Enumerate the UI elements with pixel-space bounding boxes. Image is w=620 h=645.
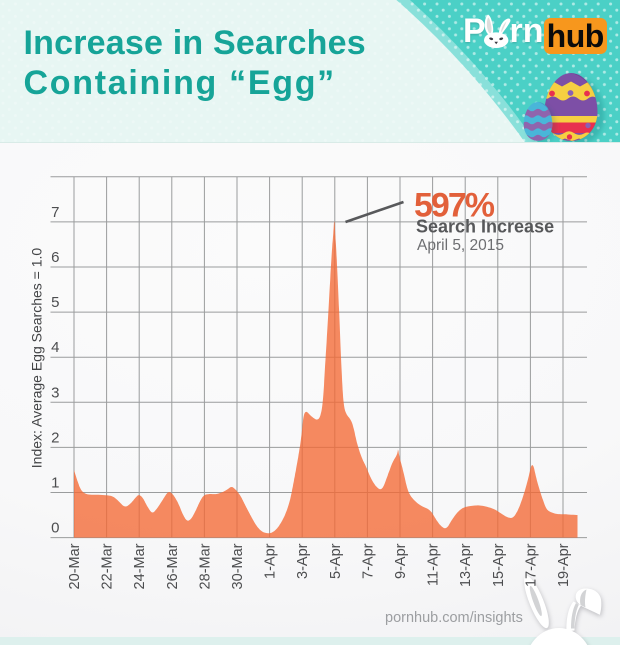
svg-text:11-Apr: 11-Apr: [426, 543, 442, 586]
svg-text:15-Apr: 15-Apr: [491, 543, 507, 587]
svg-text:pornhub.com/insights: pornhub.com/insights: [385, 610, 523, 626]
svg-text:April 5, 2015: April 5, 2015: [417, 237, 504, 254]
svg-text:6: 6: [51, 249, 59, 266]
svg-text:30-Mar: 30-Mar: [230, 543, 246, 589]
svg-text:1: 1: [51, 475, 59, 492]
svg-text:19-Apr: 19-Apr: [556, 543, 572, 587]
svg-text:20-Mar: 20-Mar: [67, 543, 83, 589]
svg-text:7-Apr: 7-Apr: [360, 543, 376, 579]
svg-text:Search Increase: Search Increase: [416, 217, 554, 237]
svg-text:5: 5: [51, 294, 59, 311]
svg-text:597%: 597%: [414, 187, 495, 225]
svg-text:3: 3: [51, 384, 59, 401]
svg-text:4: 4: [51, 339, 59, 356]
svg-text:7: 7: [51, 204, 59, 221]
svg-text:0: 0: [51, 520, 59, 537]
svg-text:1-Apr: 1-Apr: [263, 543, 279, 579]
svg-text:2: 2: [51, 429, 59, 446]
svg-text:3-Apr: 3-Apr: [295, 543, 311, 579]
svg-text:17-Apr: 17-Apr: [523, 543, 539, 587]
svg-text:9-Apr: 9-Apr: [393, 543, 409, 579]
svg-text:24-Mar: 24-Mar: [132, 543, 148, 589]
svg-text:26-Mar: 26-Mar: [165, 543, 181, 589]
svg-text:22-Mar: 22-Mar: [100, 543, 116, 589]
svg-text:28-Mar: 28-Mar: [197, 543, 213, 589]
svg-text:13-Apr: 13-Apr: [458, 543, 474, 587]
svg-text:Index: Average Egg Searches =: Index: Average Egg Searches = 1.0: [29, 248, 45, 469]
svg-text:5-Apr: 5-Apr: [328, 543, 344, 579]
